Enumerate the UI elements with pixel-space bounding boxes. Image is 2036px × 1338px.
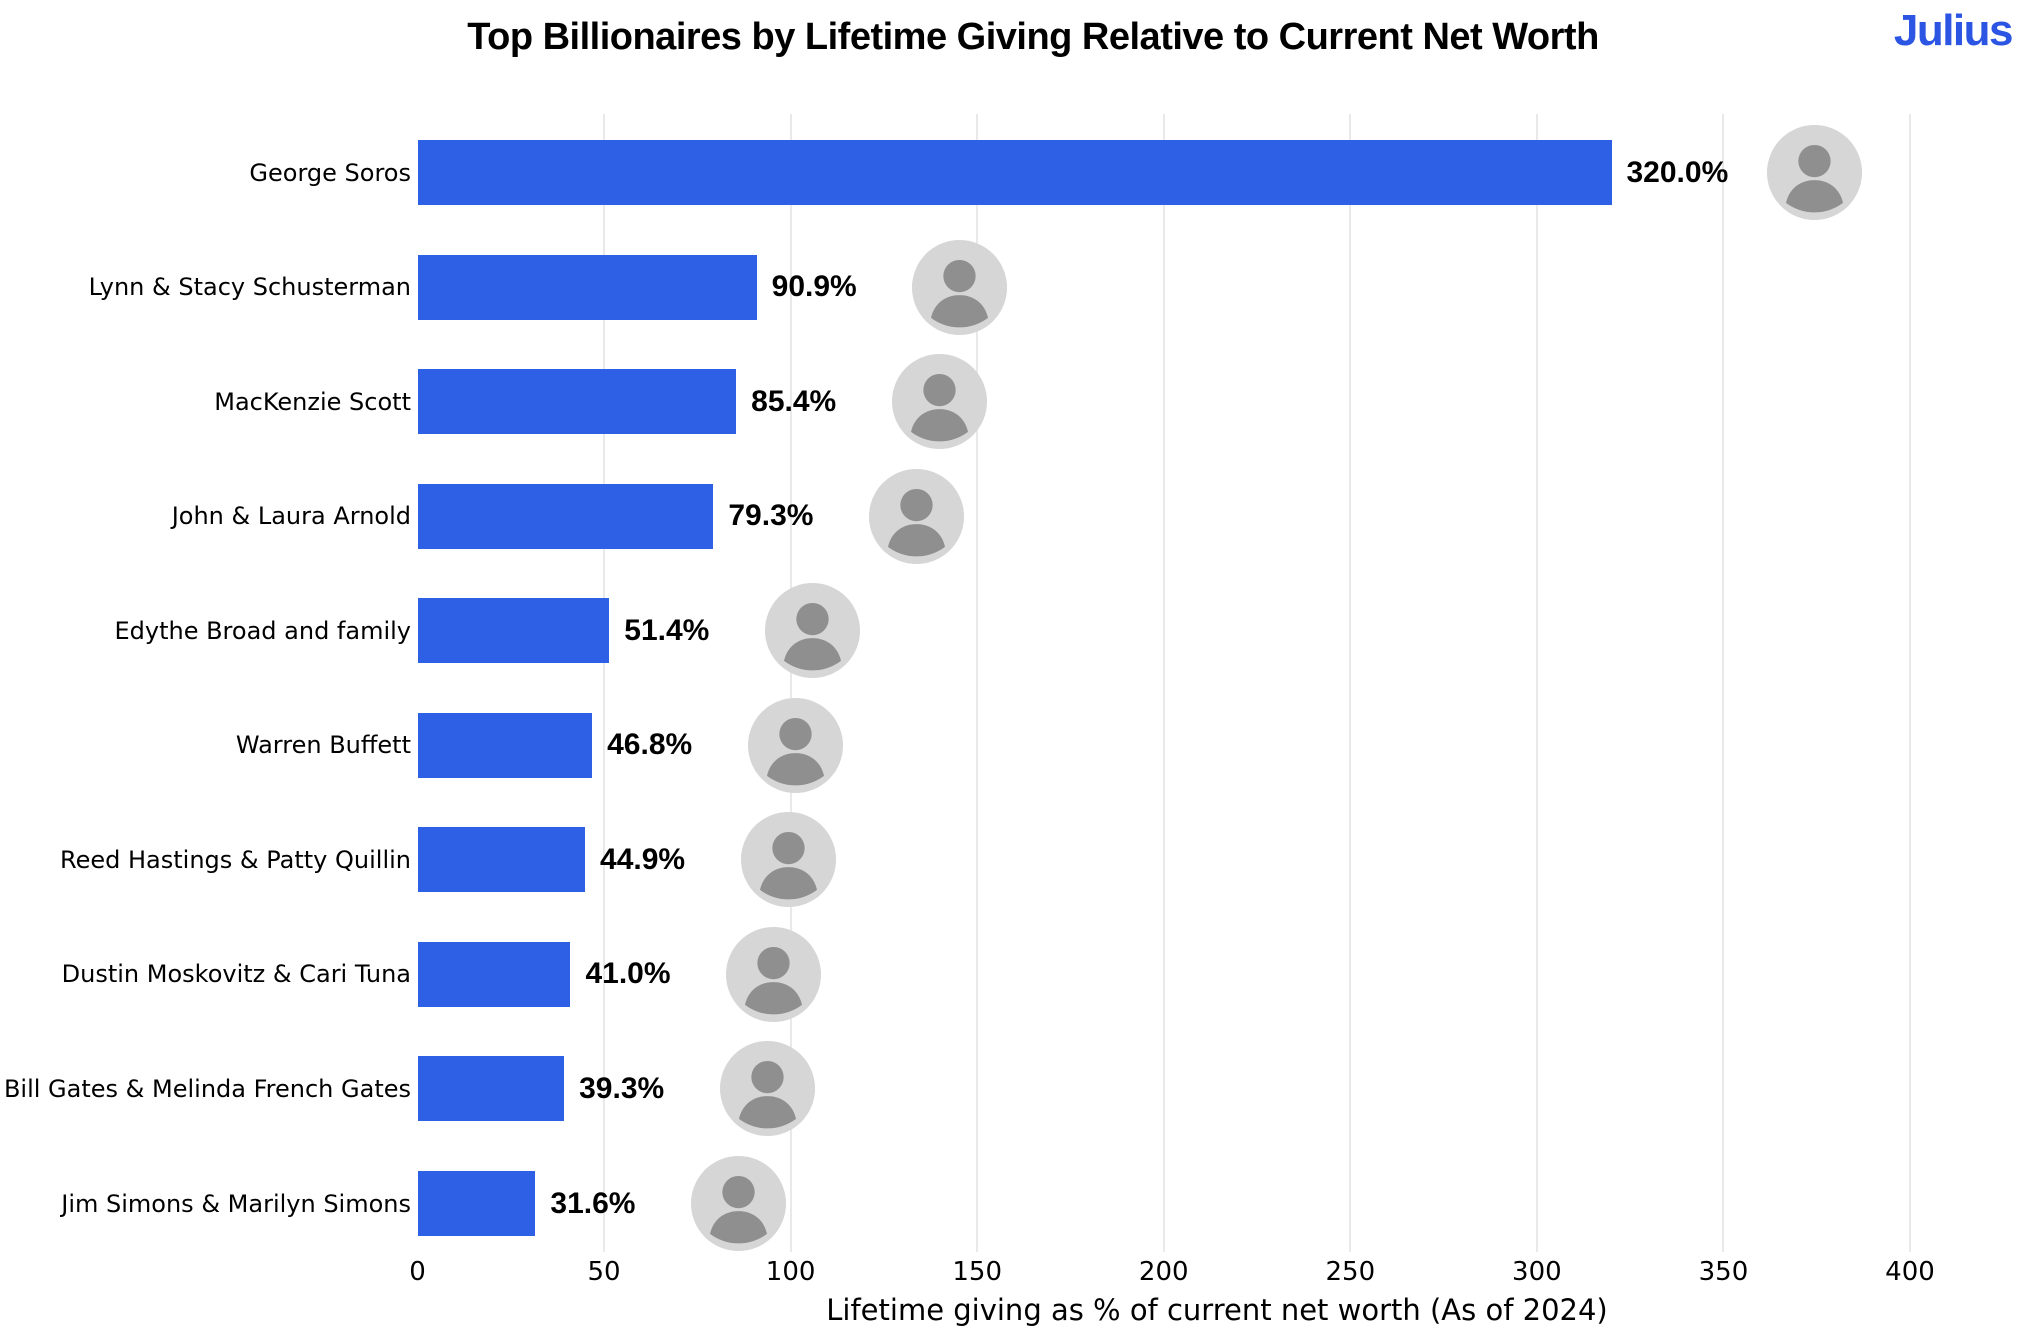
gridline-250 [1349, 114, 1352, 1252]
portrait-jim-simons-marilyn-simons [690, 1156, 786, 1252]
gridline-50 [603, 114, 606, 1252]
gridline-300 [1535, 114, 1538, 1252]
bar-john-laura-arnold [417, 483, 714, 549]
portrait-bill-gates-melinda-french-gates [719, 1041, 815, 1137]
bar-reed-hastings-patty-quillin [417, 827, 586, 893]
gridline-350 [1722, 114, 1725, 1252]
julius-logo: Julius [1893, 6, 2014, 55]
x-axis-label: Lifetime giving as % of current net wort… [826, 1293, 1608, 1327]
portrait-warren-buffett [747, 697, 843, 793]
value-label-lynn-stacy-schusterman: 90.9% [771, 270, 857, 304]
category-label-jim-simons-marilyn-simons: Jim Simons & Marilyn Simons [61, 1189, 411, 1218]
value-label-reed-hastings-patty-quillin: 44.9% [600, 842, 686, 876]
portrait-dustin-moskovitz-cari-tuna [725, 926, 821, 1022]
value-label-jim-simons-marilyn-simons: 31.6% [550, 1186, 636, 1220]
x-tick-label-300: 300 [1512, 1257, 1562, 1287]
category-label-lynn-stacy-schusterman: Lynn & Stacy Schusterman [88, 273, 411, 302]
person-silhouette-icon [764, 583, 860, 679]
bar-warren-buffett [417, 712, 593, 778]
x-tick-label-100: 100 [765, 1257, 816, 1287]
person-silhouette-icon [912, 239, 1008, 335]
portrait-lynn-stacy-schusterman [912, 239, 1008, 335]
portrait-edythe-broad [764, 583, 860, 679]
person-silhouette-icon [747, 697, 843, 793]
category-label-dustin-moskovitz-cari-tuna: Dustin Moskovitz & Cari Tuna [61, 960, 411, 989]
person-silhouette-icon [868, 468, 964, 564]
person-silhouette-icon [719, 1041, 815, 1137]
category-label-bill-gates-melinda-french-gates: Bill Gates & Melinda French Gates [3, 1074, 411, 1103]
category-label-george-soros: George Soros [249, 158, 411, 187]
value-label-bill-gates-melinda-french-gates: 39.3% [579, 1071, 665, 1105]
bar-dustin-moskovitz-cari-tuna [417, 941, 571, 1007]
gridline-100 [789, 114, 792, 1252]
portrait-mackenzie-scott [891, 354, 987, 450]
x-tick-label-200: 200 [1138, 1257, 1189, 1287]
person-silhouette-icon [725, 926, 821, 1022]
value-label-dustin-moskovitz-cari-tuna: 41.0% [585, 957, 671, 991]
x-tick-label-350: 350 [1698, 1257, 1749, 1287]
bar-bill-gates-melinda-french-gates [417, 1056, 565, 1122]
bar-george-soros [417, 140, 1612, 205]
category-label-edythe-broad: Edythe Broad and family [114, 616, 411, 645]
bar-lynn-stacy-schusterman [417, 254, 757, 320]
gridline-400 [1909, 114, 1911, 1252]
category-label-john-laura-arnold: John & Laura Arnold [171, 502, 411, 531]
value-label-mackenzie-scott: 85.4% [751, 384, 837, 418]
x-tick-label-0: 0 [409, 1257, 426, 1287]
x-tick-label-250: 250 [1325, 1257, 1376, 1287]
person-silhouette-icon [891, 354, 987, 450]
person-silhouette-icon [1767, 125, 1862, 220]
x-tick-label-50: 50 [587, 1257, 621, 1287]
value-label-george-soros: 320.0% [1626, 155, 1729, 189]
category-label-mackenzie-scott: MacKenzie Scott [214, 387, 411, 416]
portrait-john-laura-arnold [868, 468, 964, 564]
portrait-george-soros [1767, 125, 1862, 220]
bar-jim-simons-marilyn-simons [417, 1171, 536, 1237]
x-tick-label-150: 150 [952, 1257, 1003, 1287]
value-label-edythe-broad: 51.4% [624, 613, 710, 647]
person-silhouette-icon [740, 812, 836, 908]
portrait-reed-hastings-patty-quillin [740, 812, 836, 908]
person-silhouette-icon [690, 1156, 786, 1252]
gridline-200 [1162, 114, 1165, 1252]
bar-edythe-broad [417, 598, 610, 664]
chart-title: Top Billionaires by Lifetime Giving Rela… [467, 16, 1599, 58]
value-label-warren-buffett: 46.8% [607, 728, 693, 762]
category-label-reed-hastings-patty-quillin: Reed Hastings & Patty Quillin [60, 845, 411, 874]
category-label-warren-buffett: Warren Buffett [235, 731, 411, 760]
x-tick-label-400: 400 [1885, 1257, 1935, 1287]
bar-mackenzie-scott [417, 369, 737, 435]
value-label-john-laura-arnold: 79.3% [728, 499, 814, 533]
gridline-150 [976, 114, 979, 1252]
